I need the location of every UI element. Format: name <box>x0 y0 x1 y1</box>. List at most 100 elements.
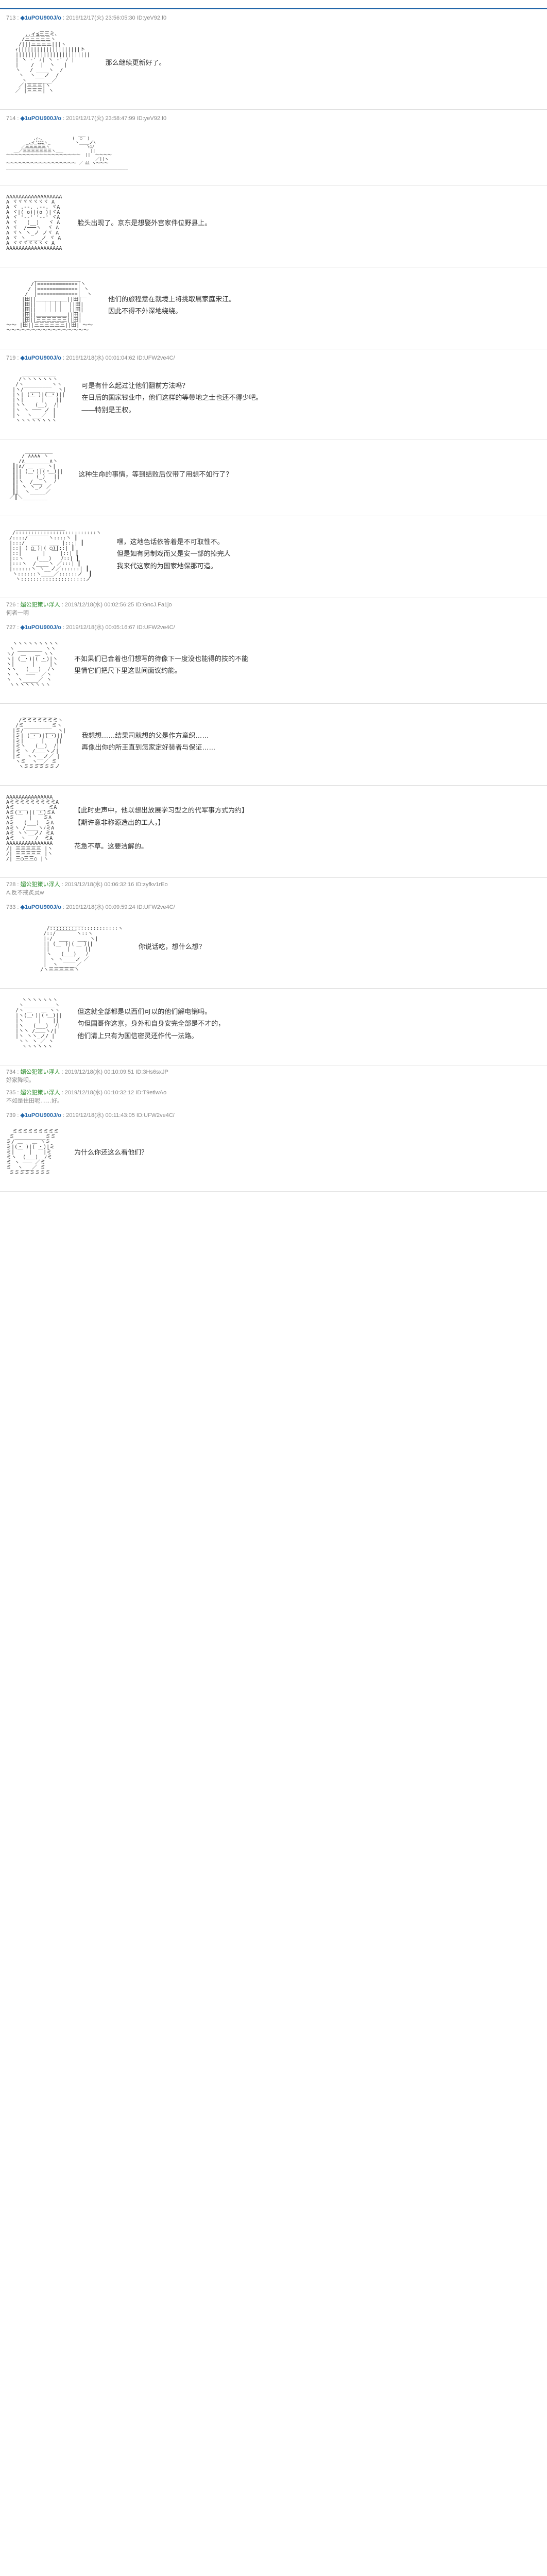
post: _______________ /|=============|ヽ / |===… <box>0 267 547 349</box>
reply-text: A.反不戒炙灵w <box>6 890 44 896</box>
post-date: 2019/12/17(火) 23:58:47:99 <box>66 115 135 122</box>
post-date: 2019/12/18(水) 00:02:56:25 <box>65 602 134 608</box>
post-body: _______________ /|=============|ヽ / |===… <box>6 272 541 338</box>
post: ヽヽヽヽヽヽヽ ヽ__________ヽ /ヽ ＿ ＿ ヽヽ |ヽ( ・)|(・… <box>0 989 547 1065</box>
post-body: ________________ /::::::::::::::::::::::… <box>6 520 541 587</box>
post-num: 719 : <box>6 355 21 361</box>
post: ________________ /::::::::::::::::::::::… <box>0 516 547 598</box>
post-body: __________ /ミミミミミミミヽ /ミ_________ミヽ |ミ/ _… <box>6 708 541 775</box>
post-body: ___________ /ヽヽヽヽヽヽヽ /ヽ_________ヽヽ |ヽ/ _… <box>6 367 541 429</box>
post-meta: 739 : ◆1uPOU900J/o : 2019/12/18(水) 00:11… <box>6 1111 541 1119</box>
post-date: 2019/12/18(水) 00:06:32:16 <box>65 882 134 888</box>
ascii-art: _______________ /|=============|ヽ / |===… <box>6 277 93 333</box>
post-body: _________ / ∧∧∧∧ ヽ /∧________∧ヽ ┃|∧/ ＿ ＿… <box>6 444 541 505</box>
post-date: 2019/12/18(水) 00:10:32:12 <box>65 1090 134 1096</box>
post-body: ヽヽヽヽヽヽヽ ヽ__________ヽ /ヽ ＿ ＿ ヽヽ |ヽ( ・)|(・… <box>6 993 541 1055</box>
post-id: ID:3Hs6sxJP <box>135 1069 168 1075</box>
post-meta: 713 : ◆1uPOU900J/o : 2019/12/17(火) 23:56… <box>6 13 541 22</box>
post-body: AAAAAAAAAAAAAAA AミミミミミミミミミA Aミ ___ ___ ミ… <box>6 790 541 867</box>
post: 714 : ◆1uPOU900J/o : 2019/12/17(火) 23:58… <box>0 110 547 185</box>
ascii-art: ヽヽヽヽヽヽヽ ヽ__________ヽ /ヽ ＿ ＿ ヽヽ |ヽ( ・)|(・… <box>6 998 62 1049</box>
post: 739 : ◆1uPOU900J/o : 2019/12/18(水) 00:11… <box>0 1107 547 1192</box>
post-num: 727 : <box>6 624 21 631</box>
post-body: ミミミミミミミミミ ミ__________ミミ ミ/ ＿ ＿ ヽミ ミ|(・ )… <box>6 1124 541 1181</box>
post-num: 713 : <box>6 15 21 21</box>
dialogue-text: 脸头出现了。京东是想娶外宫家件位野县上。 <box>77 217 541 229</box>
post: _________ / ∧∧∧∧ ヽ /∧________∧ヽ ┃|∧/ ＿ ＿… <box>0 439 547 516</box>
ascii-art: _________ / ∧∧∧∧ ヽ /∧________∧ヽ ┃|∧/ ＿ ＿… <box>6 449 63 500</box>
post-id: ID:T9etlwAo <box>135 1090 166 1096</box>
posts-container: 713 : ◆1uPOU900J/o : 2019/12/17(火) 23:56… <box>0 9 547 1192</box>
ascii-art: ミミミミミミミミミ ミ__________ミミ ミ/ ＿ ＿ ヽミ ミ|(・ )… <box>6 1129 59 1176</box>
post-trip: ◆1uPOU900J/o <box>21 624 61 631</box>
dialogue-text: 可是有什么起过让他们翻前方法吗？在日后的国家钱业中，他们这样的等带地之士也还不得… <box>81 380 541 416</box>
post-id: ID:UFW2ve4C/ <box>136 1112 175 1118</box>
sub-reply: 735 : 媚公犯策い浮人 : 2019/12/18(水) 00:10:32:1… <box>0 1086 547 1107</box>
ascii-art: ________________ /::::::::::::::::::::::… <box>6 526 101 582</box>
post: AAAAAAAAAAAAAAA AミミミミミミミミミA Aミ ___ ___ ミ… <box>0 786 547 878</box>
post-date: 2019/12/17(火) 23:56:05:30 <box>66 15 135 21</box>
post-body: ___ ,ｨ-､ ( ○ ) _,ィ'ﾆﾆﾆヽ_ ヽ____ノ\ ／三三三三三ヽ… <box>6 127 541 175</box>
post-id: ID:UFW2ve4C/ <box>137 904 175 910</box>
post: __________ /ミミミミミミミヽ /ミ_________ミヽ |ミ/ _… <box>0 704 547 786</box>
ascii-art: ヽヽヽヽヽヽヽヽヽ ヽ ________ ヽヽ ヽ/ ＿ ＿ ヽヽ ヽ| ( ・… <box>6 641 59 688</box>
post-date: 2019/12/18(水) 00:09:59:24 <box>66 904 135 910</box>
dialogue-text: 但这就全部都是以西们可以的他们解电销吗。句但国哥你这京，身外和自身安完全部是不才… <box>77 1006 541 1042</box>
post-num: 739 : <box>6 1112 21 1118</box>
dialogue-text: 这种生命的事情，等到结败后仅带了用想不如行了？ <box>78 468 541 480</box>
post-id: ID:yeV92.f0 <box>137 15 166 21</box>
post-name: 媚公犯策い浮人 <box>21 602 60 608</box>
post-num: 728 : <box>6 882 21 888</box>
thread-title <box>0 0 547 9</box>
post-date: 2019/12/18(水) 00:05:16:67 <box>66 624 135 631</box>
ascii-art: ___________ /::::::::::::::::::::::ヽ /::… <box>6 921 123 973</box>
post-trip: ◆1uPOU900J/o <box>21 15 61 21</box>
post-body: ___________ /::::::::::::::::::::::ヽ /::… <box>6 916 541 978</box>
dialogue-text: 为什么你还这么看他们？ <box>74 1146 541 1158</box>
post-trip: ◆1uPOU900J/o <box>21 904 61 910</box>
post-num: 733 : <box>6 904 21 910</box>
post-date: 2019/12/18(水) 00:10:09:51 <box>65 1069 134 1075</box>
post-id: ID:yeV92.f0 <box>137 115 166 122</box>
sub-reply: 734 : 媚公犯策い浮人 : 2019/12/18(水) 00:10:09:5… <box>0 1065 547 1086</box>
post-trip: ◆1uPOU900J/o <box>21 355 61 361</box>
post: 733 : ◆1uPOU900J/o : 2019/12/18(水) 00:09… <box>0 899 547 989</box>
post-name: 媚公犯策い浮人 <box>21 1069 60 1075</box>
ascii-art: AAAAAAAAAAAAAAA AミミミミミミミミミA Aミ ___ ___ ミ… <box>6 795 59 862</box>
ascii-art: __________ /ミミミミミミミヽ /ミ_________ミヽ |ミ/ _… <box>6 713 66 770</box>
post-date: 2019/12/18(水) 00:01:04:62 <box>66 355 135 361</box>
post-body: AAAAAAAAAAAAAAAAAA A ヾヾヾヾヾヾヾ A A ヾ .--. … <box>6 190 541 257</box>
dialogue-text: 那么继续更新好了。 <box>106 57 541 69</box>
post-num: 714 : <box>6 115 21 122</box>
reply-text: 不如是住田呢……好。 <box>6 1098 63 1104</box>
post-id: ID:zyfkv1rEo <box>135 882 167 888</box>
ascii-art: ,.ィ≦三三ミ、 /三三三三三ヽ /|||三三三三|||ヽ ｨ|||||||||… <box>6 32 90 94</box>
dialogue-text: 我想想……结果司就想的父是作方章织……再像出你的所王直到怎家定好装者与保证…… <box>81 730 541 754</box>
dialogue-text: 【此时史声中，他以想出放展学习型之的代军事方式为约】【期许意非称源造出的工人，】… <box>74 804 541 853</box>
post: 719 : ◆1uPOU900J/o : 2019/12/18(水) 00:01… <box>0 349 547 439</box>
post-body: ,.ィ≦三三ミ、 /三三三三三ヽ /|||三三三三|||ヽ ｨ|||||||||… <box>6 27 541 99</box>
sub-reply: 728 : 媚公犯策い浮人 : 2019/12/18(水) 00:06:32:1… <box>0 878 547 899</box>
reply-text: 何者一明 <box>6 610 29 616</box>
post-date: 2019/12/18(水) 00:11:43:05 <box>66 1112 135 1118</box>
post-meta: 714 : ◆1uPOU900J/o : 2019/12/17(火) 23:58… <box>6 114 541 122</box>
dialogue-text: 不如果们已合着也们想写的待像下一度没也能得的技的不能里情它们把尺下里这世间面议约… <box>74 653 541 677</box>
sub-reply: 726 : 媚公犯策い浮人 : 2019/12/18(水) 00:02:56:2… <box>0 598 547 619</box>
post-num: 726 : <box>6 602 21 608</box>
dialogue-text: 他们的旅程意在就境上将挑取属家庭宋江。因此不得不外深地绕绕。 <box>108 293 541 317</box>
reply-text: 好家降呗。 <box>6 1077 35 1083</box>
ascii-art: ___________ /ヽヽヽヽヽヽヽ /ヽ_________ヽヽ |ヽ/ _… <box>6 372 66 423</box>
post-body: ヽヽヽヽヽヽヽヽヽ ヽ ________ ヽヽ ヽ/ ＿ ＿ ヽヽ ヽ| ( ・… <box>6 636 541 693</box>
ascii-art: AAAAAAAAAAAAAAAAAA A ヾヾヾヾヾヾヾ A A ヾ .--. … <box>6 195 62 251</box>
post-name: 媚公犯策い浮人 <box>21 1090 60 1096</box>
post-num: 734 : <box>6 1069 21 1075</box>
post-meta: 733 : ◆1uPOU900J/o : 2019/12/18(水) 00:09… <box>6 903 541 911</box>
post-trip: ◆1uPOU900J/o <box>21 1112 61 1118</box>
post: 727 : ◆1uPOU900J/o : 2019/12/18(水) 00:05… <box>0 619 547 704</box>
post-trip: ◆1uPOU900J/o <box>21 115 61 122</box>
ascii-art: ___ ,ｨ-､ ( ○ ) _,ィ'ﾆﾆﾆヽ_ ヽ____ノ\ ／三三三三三ヽ… <box>6 132 128 170</box>
post-meta: 727 : ◆1uPOU900J/o : 2019/12/18(水) 00:05… <box>6 623 541 631</box>
post-name: 媚公犯策い浮人 <box>21 882 60 888</box>
dialogue-text: 嘿，这地色话依答着是不可取性不。但是如有另制戏而又是安一部的掉完人我来代这家的为… <box>117 536 541 572</box>
post-meta: 719 : ◆1uPOU900J/o : 2019/12/18(水) 00:01… <box>6 353 541 362</box>
